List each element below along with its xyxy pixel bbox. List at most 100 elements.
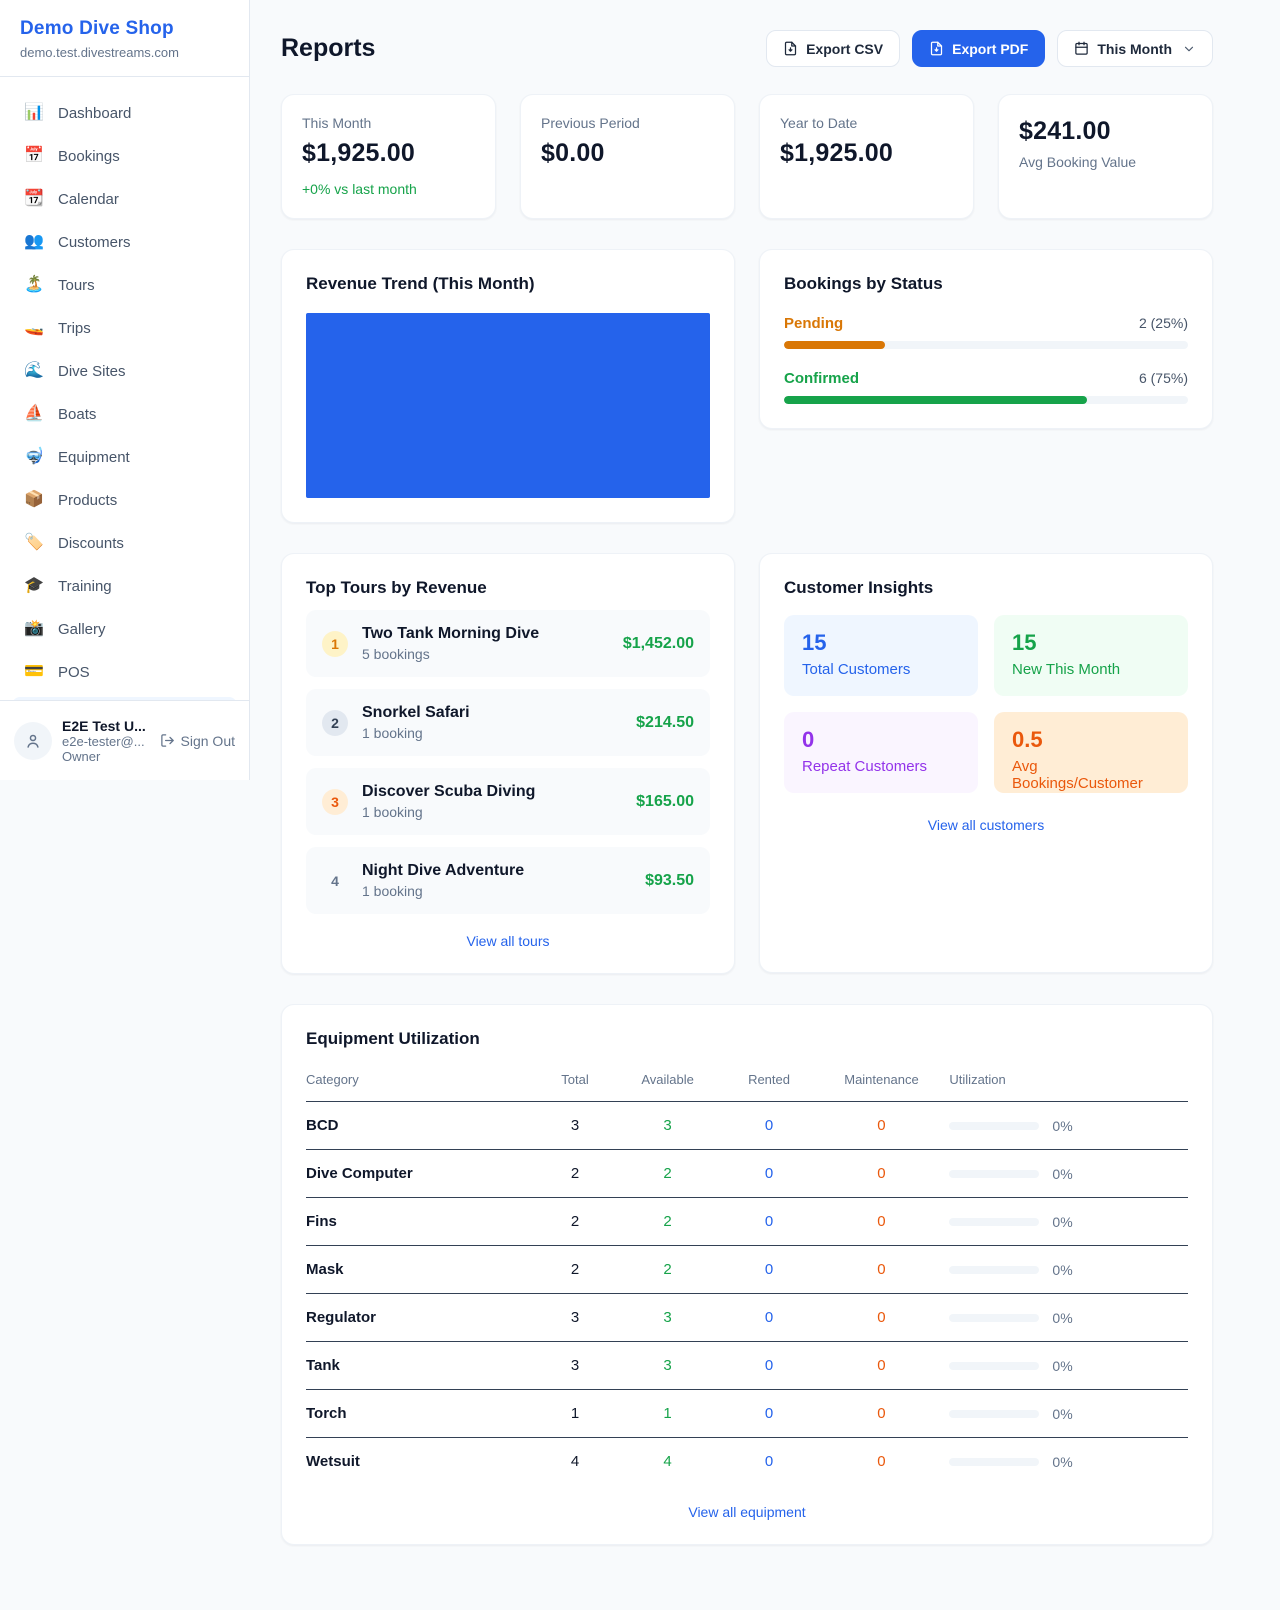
- table-row: Tank 3 3 0 0 0%: [306, 1341, 1188, 1390]
- utilization-bar: [949, 1313, 1040, 1322]
- utilization-bar: [949, 1409, 1040, 1418]
- sidebar-item-dive-sites[interactable]: 🌊 Dive Sites: [12, 353, 237, 389]
- sidebar-item-trips[interactable]: 🚤 Trips: [12, 310, 237, 346]
- tour-list-item: 4 Night Dive Adventure 1 booking $93.50: [306, 847, 710, 914]
- avatar: [14, 721, 52, 760]
- cell-category: BCD: [306, 1101, 536, 1150]
- cell-rented: 0: [764, 1453, 774, 1470]
- tile-value: 0: [802, 727, 815, 752]
- status-row-confirmed: Confirmed 6 (75%): [784, 370, 1188, 404]
- view-all-equipment-link[interactable]: View all equipment: [688, 1504, 806, 1520]
- sidebar-item-gallery[interactable]: 📸 Gallery: [12, 611, 237, 647]
- table-row: Mask 2 2 0 0 0%: [306, 1245, 1188, 1294]
- equipment-utilization-title: Equipment Utilization: [306, 1029, 480, 1048]
- stat-label: This Month: [302, 115, 372, 131]
- sidebar-item-calendar[interactable]: 📆 Calendar: [12, 181, 237, 217]
- view-all-tours-link[interactable]: View all tours: [466, 933, 550, 949]
- cell-available: 3: [614, 1293, 721, 1342]
- export-pdf-button[interactable]: Export PDF: [912, 30, 1046, 67]
- cell-category: Fins: [306, 1197, 536, 1246]
- tour-list-item: 1 Two Tank Morning Dive 5 bookings $1,45…: [306, 610, 710, 677]
- tour-amount: $1,452.00: [622, 634, 694, 652]
- column-header-maintenance: Maintenance: [817, 1062, 946, 1102]
- shop-name[interactable]: Demo Dive Shop: [20, 18, 174, 39]
- rank-badge: 4: [331, 872, 339, 889]
- sidebar-item-customers[interactable]: 👥 Customers: [12, 224, 237, 260]
- stat-label: Year to Date: [780, 115, 858, 131]
- main-content: Reports Export CSV Export PDF: [250, 0, 1213, 1585]
- sidebar-item-label: Training: [58, 577, 112, 595]
- page-title: Reports: [281, 34, 376, 62]
- sidebar-header: Demo Dive Shop demo.test.divestreams.com: [0, 0, 249, 77]
- sidebar-item-label: Trips: [58, 319, 91, 337]
- sidebar-item-tours[interactable]: 🏝️ Tours: [12, 267, 237, 303]
- cell-category: Dive Computer: [306, 1149, 536, 1198]
- user-email: e2e-tester@...: [62, 733, 145, 749]
- cell-category: Regulator: [306, 1293, 536, 1342]
- cell-available: 2: [614, 1197, 721, 1246]
- sidebar-item-pos[interactable]: 💳 POS: [12, 654, 237, 690]
- header-actions: Export CSV Export PDF This Month: [766, 30, 1213, 67]
- utilization-percent: 0%: [1052, 1309, 1073, 1326]
- cell-total: 3: [535, 1341, 615, 1390]
- sidebar-item-equipment[interactable]: 🤿 Equipment: [12, 439, 237, 475]
- stat-value: $0.00: [541, 139, 605, 167]
- rank-badge: 1: [322, 630, 348, 657]
- export-csv-button[interactable]: Export CSV: [766, 30, 901, 67]
- sidebar-item-label: Dashboard: [58, 104, 132, 122]
- tour-name: Night Dive Adventure: [362, 862, 525, 879]
- sidebar-nav: 📊 Dashboard 📅 Bookings 📆 Calendar 👥 Cust…: [0, 77, 249, 733]
- sidebar-item-label: Customers: [58, 233, 131, 251]
- status-bar-track: [784, 396, 1188, 404]
- sidebar-item-dashboard[interactable]: 📊 Dashboard: [12, 95, 237, 131]
- package-icon: 📦: [24, 491, 44, 508]
- cell-maintenance: 0: [817, 1389, 946, 1438]
- cell-rented: 0: [720, 1389, 818, 1438]
- calendar-date-icon: 📅: [24, 147, 44, 164]
- tour-list-item: 3 Discover Scuba Diving 1 booking $165.0…: [306, 768, 710, 835]
- sidebar-item-label: Equipment: [58, 448, 130, 466]
- sidebar-item-label: Dive Sites: [58, 362, 126, 380]
- sidebar-item-label: Boats: [58, 405, 97, 423]
- sign-out-button[interactable]: Sign Out: [160, 733, 235, 749]
- sidebar-item-discounts[interactable]: 🏷️ Discounts: [12, 525, 237, 561]
- user-role: Owner: [62, 748, 101, 764]
- bookings-by-status-title: Bookings by Status: [784, 274, 943, 293]
- camera-icon: 📸: [24, 620, 44, 637]
- equipment-table: Category Total Available Rented Maintena…: [306, 1062, 1188, 1485]
- sidebar-item-bookings[interactable]: 📅 Bookings: [12, 138, 237, 174]
- status-value: 2 (25%): [1138, 315, 1188, 331]
- equipment-utilization-card: Equipment Utilization Category Total Ava…: [281, 1004, 1213, 1545]
- sidebar-item-training[interactable]: 🎓 Training: [12, 568, 237, 604]
- utilization-percent: 0%: [1052, 1405, 1073, 1422]
- stat-value: $241.00: [1019, 117, 1111, 145]
- cell-rented: 0: [720, 1101, 818, 1150]
- tour-bookings: 5 bookings: [362, 646, 430, 662]
- cell-available: 3: [614, 1341, 721, 1390]
- revenue-trend-title: Revenue Trend (This Month): [306, 274, 535, 293]
- sidebar-item-label: POS: [58, 663, 90, 681]
- cell-category: Torch: [306, 1389, 536, 1438]
- status-value: 6 (75%): [1138, 370, 1188, 386]
- period-dropdown[interactable]: This Month: [1057, 30, 1213, 67]
- tour-list-item: 2 Snorkel Safari 1 booking $214.50: [306, 689, 710, 756]
- sidebar-item-boats[interactable]: ⛵ Boats: [12, 396, 237, 432]
- stat-card-this-month: This Month $1,925.00 +0% vs last month: [281, 94, 496, 219]
- tour-amount: $93.50: [645, 871, 694, 889]
- sidebar-item-products[interactable]: 📦 Products: [12, 482, 237, 518]
- cell-rented: 0: [720, 1197, 818, 1246]
- table-row: Regulator 3 3 0 0 0%: [306, 1293, 1188, 1342]
- view-all-customers-link[interactable]: View all customers: [927, 817, 1045, 833]
- tour-name: Discover Scuba Diving: [362, 783, 536, 800]
- cell-total: 4: [570, 1453, 580, 1470]
- utilization-percent: 0%: [1052, 1261, 1073, 1278]
- calendar-icon: [1075, 41, 1089, 55]
- cell-category: Tank: [306, 1341, 536, 1390]
- column-header-rented: Rented: [720, 1062, 818, 1102]
- status-bar-fill: [784, 341, 885, 349]
- cell-total: 2: [535, 1149, 615, 1198]
- insight-tile-avg-bookings: 0.5 Avg Bookings/Customer: [994, 712, 1188, 793]
- tag-icon: 🏷️: [24, 534, 44, 551]
- column-header-available: Available: [614, 1062, 721, 1102]
- table-row: BCD 3 3 0 0 0%: [306, 1101, 1188, 1150]
